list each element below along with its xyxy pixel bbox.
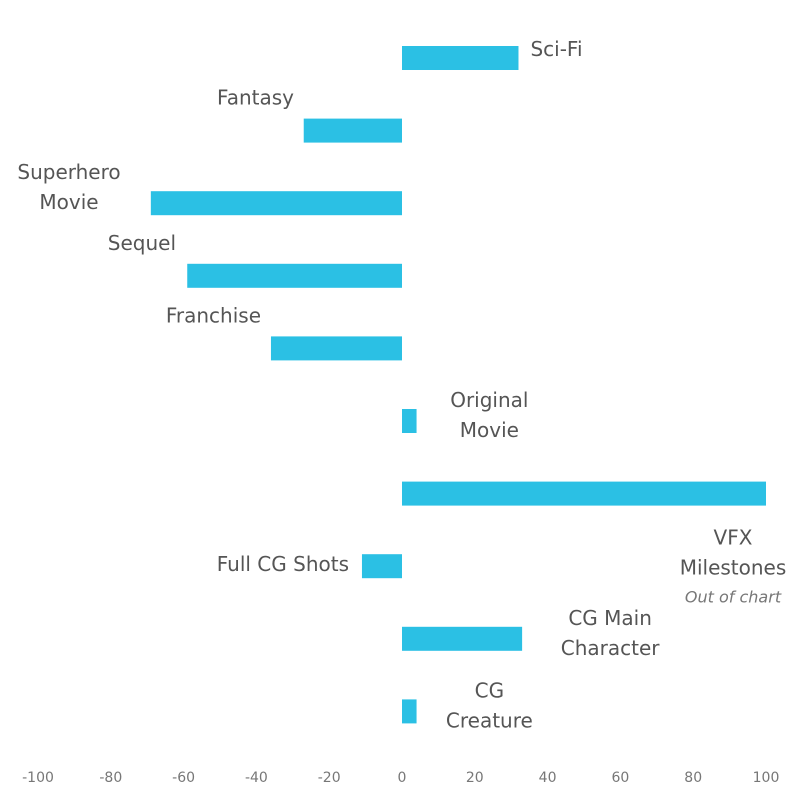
category-label-superhero-movie-line-2: Movie	[39, 190, 98, 214]
bar-vfx-milestones	[402, 481, 766, 506]
annotation-out-of-chart: Out of chart	[685, 588, 782, 607]
x-tick-label: -20	[318, 770, 341, 786]
x-tick-label: -80	[99, 770, 122, 786]
bar-sequel	[187, 263, 402, 288]
bars-group	[150, 46, 766, 724]
bar-fantasy	[303, 118, 402, 143]
category-label-full-cg-shots: Full CG Shots	[217, 552, 349, 576]
x-tick-label: -100	[22, 770, 54, 786]
bar-franchise	[270, 336, 402, 361]
annotations-group: Out of chart	[685, 588, 782, 607]
category-label-sci-fi: Sci-Fi	[530, 37, 582, 61]
category-label-cg-main-character-line-2: Character	[561, 636, 661, 660]
category-label-vfx-milestones-line-2: Milestones	[680, 556, 787, 580]
x-tick-label: 40	[539, 770, 557, 786]
bar-cg-creature	[402, 699, 417, 724]
bar-full-cg-shots	[361, 554, 402, 579]
x-tick-label: -40	[245, 770, 268, 786]
x-tick-label: -60	[172, 770, 195, 786]
category-labels-group: Sci-Fi Fantasy Superhero Movie Sequel Franchi…	[17, 37, 786, 732]
x-tick-label: 20	[466, 770, 484, 786]
category-label-cg-main-character-line-1: CG Main	[568, 606, 652, 630]
category-label-superhero-movie-line-1: Superhero	[17, 160, 120, 184]
category-label-fantasy: Fantasy	[217, 86, 294, 110]
bar-cg-main-character	[402, 626, 523, 651]
category-label-original-movie-line-2: Movie	[460, 418, 519, 442]
category-label-cg-creature-line-2: Creature	[446, 708, 533, 732]
category-label-franchise: Franchise	[166, 303, 261, 327]
category-label-original-movie-line-1: Original	[450, 388, 528, 412]
category-label-cg-creature-line-1: CG	[475, 678, 504, 702]
x-tick-label: 60	[611, 770, 629, 786]
x-axis-ticks-group: -100 -80 -60 -40 -20 0 20 40 60 80 100	[22, 770, 779, 786]
bar-sci-fi	[402, 46, 519, 70]
category-label-vfx-milestones-line-1: VFX	[714, 526, 753, 550]
category-label-sequel: Sequel	[108, 231, 176, 255]
x-tick-label: 80	[684, 770, 702, 786]
bar-original-movie	[402, 409, 417, 433]
bar-superhero-movie	[150, 191, 402, 216]
x-tick-label: 100	[753, 770, 780, 786]
x-tick-label: 0	[398, 770, 407, 786]
